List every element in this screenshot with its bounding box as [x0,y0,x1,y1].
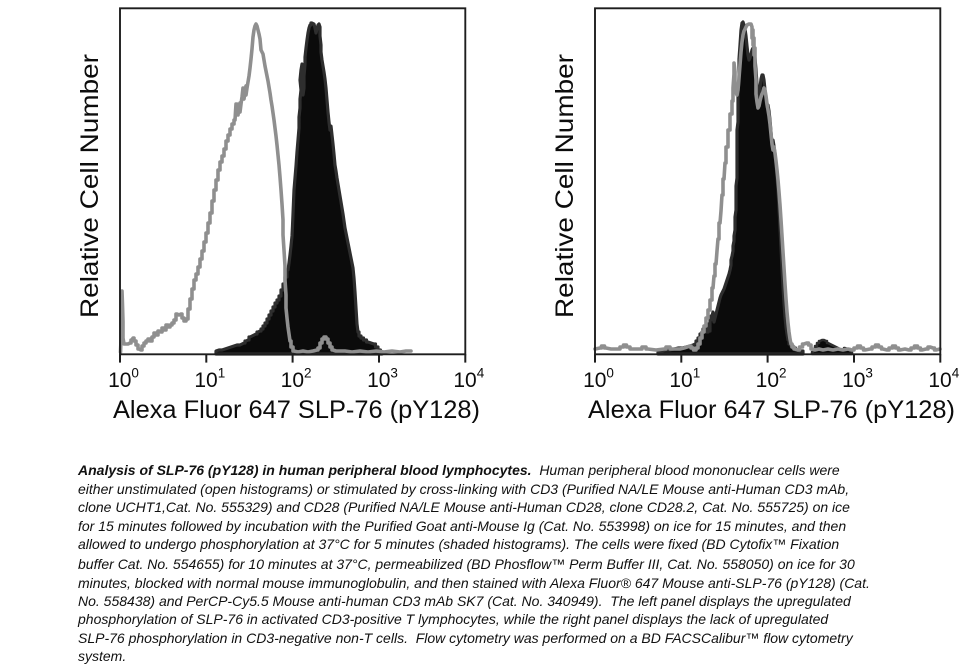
svg-text:Relative Cell Number: Relative Cell Number [551,54,579,318]
svg-text:Relative Cell Number: Relative Cell Number [76,54,104,318]
svg-text:Alexa Fluor 647 SLP-76 (pY128): Alexa Fluor 647 SLP-76 (pY128) [588,396,955,424]
svg-text:100: 100 [583,366,614,393]
svg-text:103: 103 [842,366,873,393]
svg-text:102: 102 [756,366,787,393]
svg-text:101: 101 [194,366,225,393]
svg-text:103: 103 [367,366,398,393]
svg-text:100: 100 [108,366,139,393]
svg-text:102: 102 [281,366,312,393]
svg-text:101: 101 [669,366,700,393]
svg-text:Alexa Fluor 647 SLP-76 (pY128): Alexa Fluor 647 SLP-76 (pY128) [113,396,480,424]
svg-text:104: 104 [453,366,484,393]
svg-text:104: 104 [928,366,959,393]
